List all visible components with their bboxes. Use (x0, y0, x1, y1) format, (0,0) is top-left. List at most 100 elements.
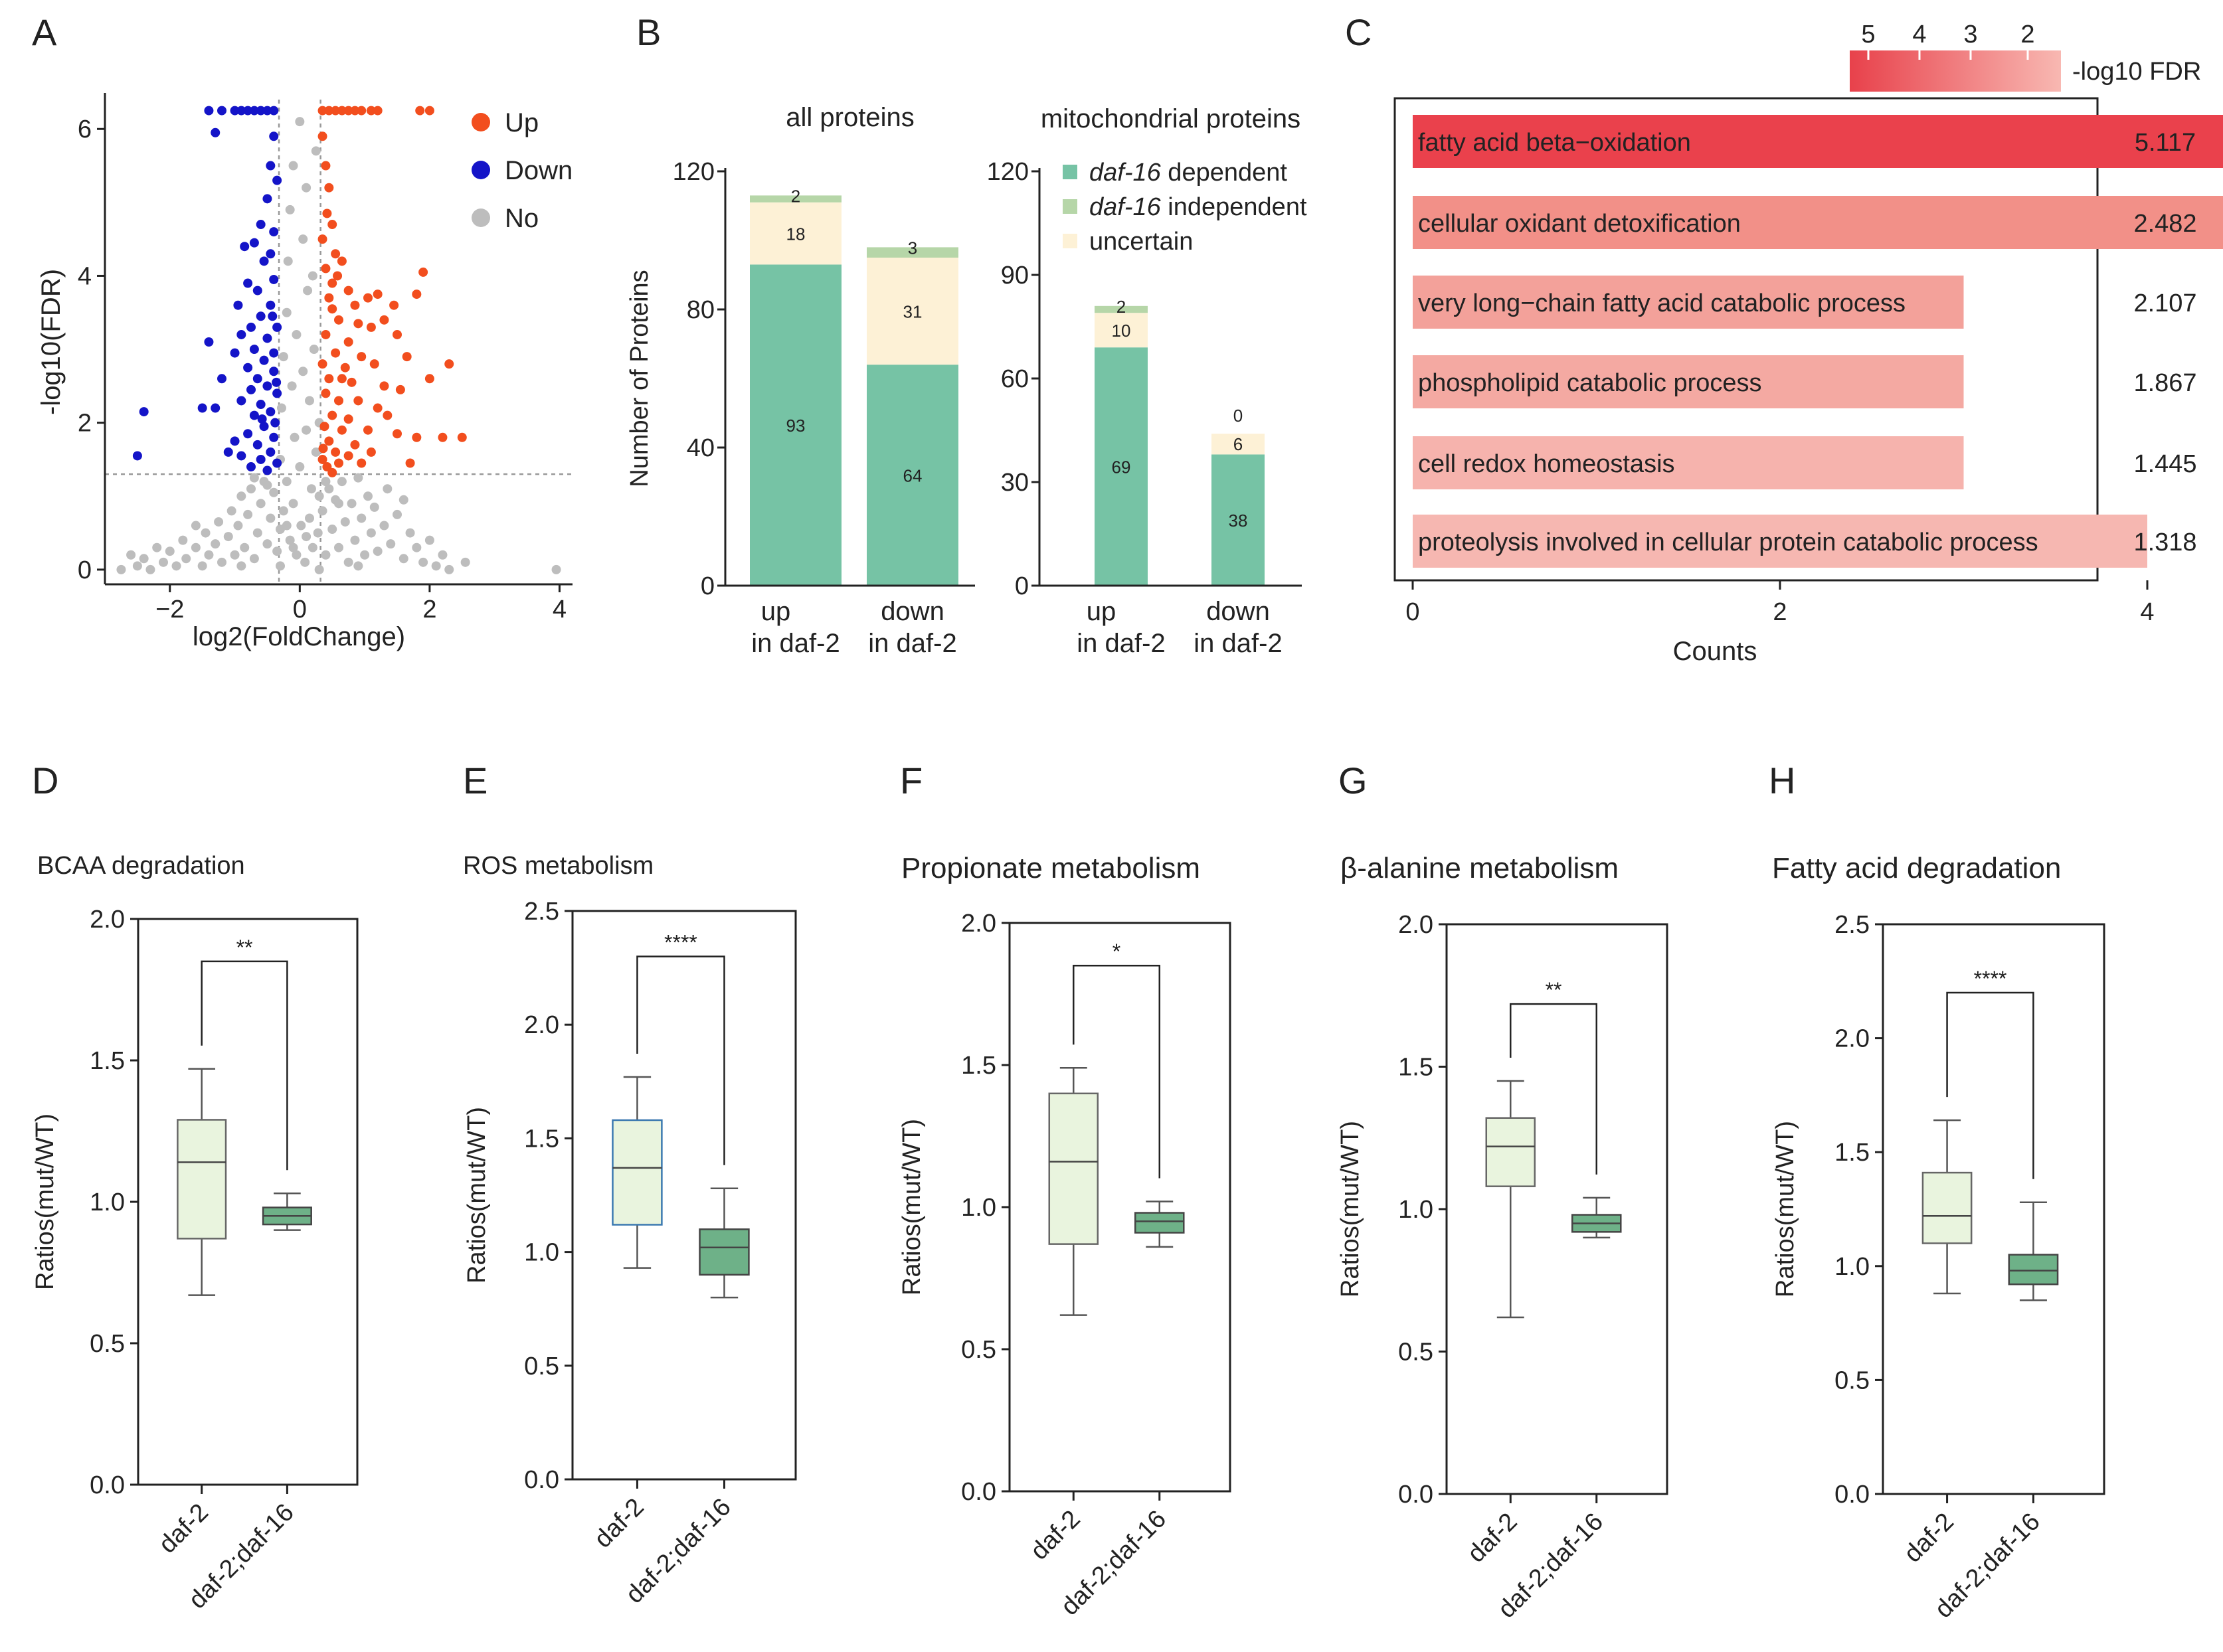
point-down (269, 432, 279, 442)
point-no (444, 564, 454, 574)
point-no (288, 499, 298, 509)
plot-frame (1393, 97, 2099, 582)
point-no (300, 557, 310, 567)
legend-label: daf-16 independent (1089, 193, 1307, 221)
significance-label: ** (236, 936, 253, 959)
point-up (321, 264, 331, 274)
point-up (357, 458, 367, 468)
point-up (334, 396, 343, 406)
point-no (460, 557, 470, 567)
point-up (321, 388, 331, 398)
point-no (302, 425, 311, 435)
point-up (395, 384, 405, 394)
y-tick-label: 1.5 (90, 1047, 125, 1075)
point-no (132, 561, 142, 571)
point-no (256, 499, 266, 509)
bar-chart-all-proteins: all proteins 93 18 2 up in daf-2 64 31 3 down in d… (626, 103, 975, 658)
y-tick-label: 80 (687, 296, 715, 324)
point-up (357, 106, 367, 116)
point-up (363, 293, 373, 303)
x-tick-label: 2 (422, 596, 436, 623)
point-no (311, 447, 321, 457)
bar-data-label: 93 (786, 416, 806, 436)
point-down (246, 322, 256, 332)
y-tick-label: 1.0 (1834, 1253, 1870, 1281)
point-no (424, 535, 434, 545)
plot-frame (1882, 923, 2105, 1495)
category-label: up (761, 597, 791, 626)
legend-label: uncertain (1089, 228, 1193, 256)
point-no (236, 491, 246, 501)
fdr-value: 2.482 (2133, 210, 2196, 238)
y-tick-label: 6 (78, 116, 92, 143)
colorbar-tick-label: 4 (1912, 21, 1926, 48)
point-no (298, 367, 308, 376)
point-up (343, 414, 353, 424)
point-up (373, 106, 383, 116)
point-up (412, 432, 422, 442)
point-no (211, 539, 221, 549)
panel-letter-h: H (1769, 760, 1795, 801)
point-no (308, 271, 317, 281)
point-no (321, 550, 331, 560)
point-no (197, 561, 207, 571)
point-down (259, 355, 269, 365)
point-no (240, 542, 250, 552)
point-down (230, 106, 240, 116)
point-no (340, 517, 350, 527)
point-no (191, 521, 201, 531)
point-down (246, 462, 256, 472)
bar-data-label: 69 (1112, 457, 1131, 477)
point-up (350, 440, 360, 450)
significance-label: **** (664, 930, 697, 954)
point-down (236, 396, 246, 406)
point-no (373, 546, 383, 556)
fdr-value: 1.445 (2133, 450, 2196, 478)
box-daf-2 (612, 1119, 663, 1226)
y-tick-label: 0.5 (90, 1330, 125, 1358)
y-tick-label: 0 (78, 556, 92, 584)
point-no (418, 557, 428, 567)
box-daf-2-daf-16 (2008, 1254, 2059, 1285)
point-no (178, 535, 188, 545)
point-no (334, 499, 343, 509)
point-down (262, 333, 272, 343)
point-up (357, 352, 367, 362)
point-no (321, 477, 331, 487)
point-no (287, 381, 297, 391)
bar-segment-daf-16-dependent (750, 264, 842, 586)
significance-bracket (636, 955, 725, 1165)
category-label: daf-2 (589, 1493, 650, 1554)
enrichment-bar (1413, 196, 2223, 249)
term-label: cell redox homeostasis (1418, 450, 1675, 478)
point-down (249, 238, 259, 248)
panel-letter-b: B (636, 11, 661, 53)
point-no (343, 557, 353, 567)
bar-segment-daf-16-dependent (867, 365, 958, 586)
boxplot-bcaa-degradation: BCAA degradation 0.0 0.5 1.0 1.5 2.0 Ratios(mu… (31, 852, 359, 1614)
point-down (252, 374, 262, 384)
point-no (295, 462, 305, 472)
point-up (324, 183, 334, 193)
panel-letter-f: F (900, 760, 923, 801)
point-up (424, 106, 434, 116)
point-up (393, 429, 402, 439)
point-down (259, 422, 269, 432)
point-down (256, 400, 266, 410)
point-no (353, 473, 363, 483)
point-down (272, 458, 282, 468)
point-no (317, 506, 327, 516)
point-no (337, 477, 347, 487)
point-up (353, 396, 363, 406)
bar-data-label: 0 (1233, 406, 1243, 426)
y-axis-title: Ratios(mut/WT) (1336, 1121, 1364, 1297)
point-no (145, 564, 155, 574)
chart-title: BCAA degradation (37, 852, 245, 880)
y-tick-label: 0 (701, 572, 715, 600)
x-axis-title: Counts (1673, 637, 1757, 666)
point-no (412, 542, 422, 552)
point-down (262, 465, 272, 475)
point-down (269, 131, 279, 141)
point-up (402, 352, 412, 362)
x-tick-label: 0 (293, 596, 307, 623)
